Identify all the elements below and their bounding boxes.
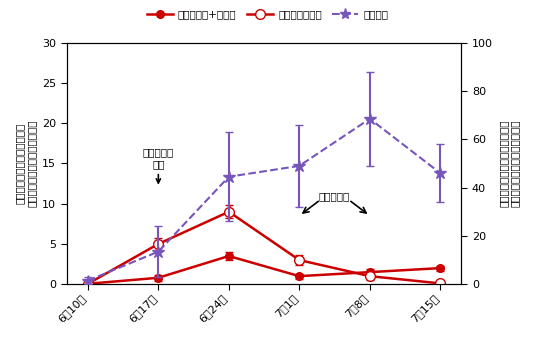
Text: 粘着ロール
設置: 粘着ロール 設置 <box>143 147 174 183</box>
Text: 殺虫剤散布: 殺虫剤散布 <box>319 192 350 202</box>
Legend: 殺虫剤散布+ロール, 殺虫剤散布のみ, 無処理区: 殺虫剤散布+ロール, 殺虫剤散布のみ, 無処理区 <box>142 5 393 23</box>
Y-axis label: 処理区におけるミカンキイロ
アザミウマ成幼虫数（頭／株）: 処理区におけるミカンキイロ アザミウマ成幼虫数（頭／株） <box>15 120 36 207</box>
Y-axis label: 無処理区におけるミカンキイロ
アザミウマ成幼虫数（頭／株）: 無処理区におけるミカンキイロ アザミウマ成幼虫数（頭／株） <box>499 120 520 207</box>
